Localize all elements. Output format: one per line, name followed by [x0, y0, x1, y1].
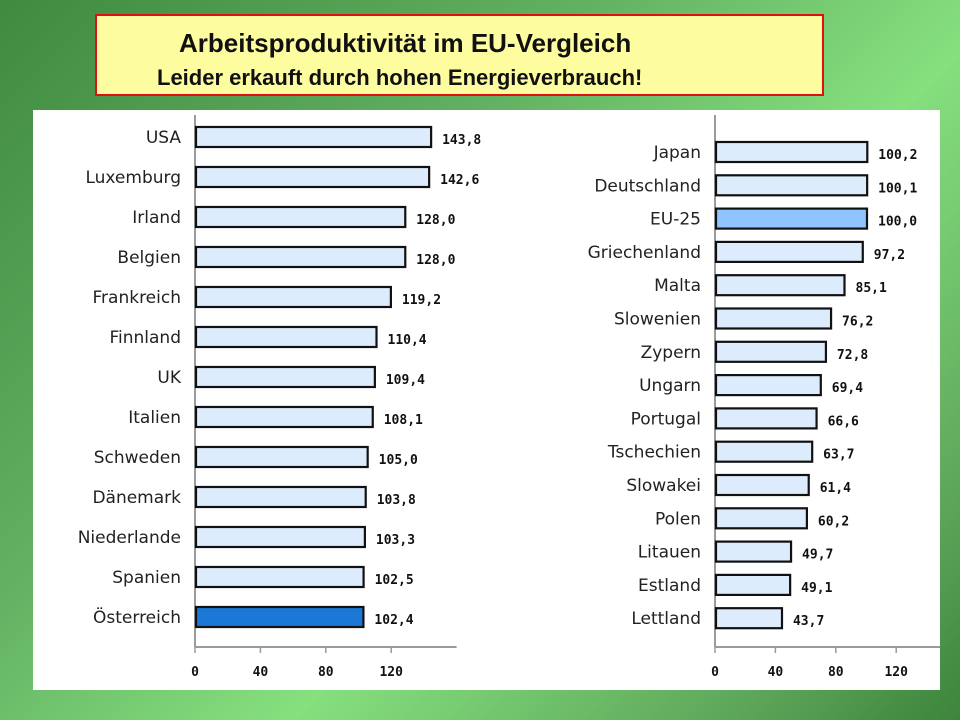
x-tick-label: 40 — [253, 665, 269, 680]
bar — [194, 365, 376, 389]
bar — [714, 307, 833, 330]
bar — [714, 573, 792, 596]
value-label: 108,1 — [384, 413, 423, 428]
category-label: Belgien — [117, 248, 181, 268]
bar — [194, 325, 378, 349]
bar — [714, 140, 869, 164]
bar — [194, 245, 407, 269]
x-tick-label: 80 — [828, 665, 844, 680]
chart-panel: 0 40 80 120 USA 143,8 Luxemburg 142,6 Irland 128,… — [33, 110, 940, 690]
category-label: Malta — [654, 276, 701, 296]
category-label: Portugal — [631, 409, 701, 429]
bar-charts: 0 40 80 120 USA 143,8 Luxemburg 142,6 Irland 128,… — [78, 115, 940, 680]
value-label: 109,4 — [386, 373, 425, 388]
value-label: 142,6 — [440, 173, 479, 188]
category-label: Finnland — [109, 328, 181, 348]
category-label: Estland — [638, 576, 701, 596]
category-label: Japan — [653, 143, 701, 163]
category-label: Dänemark — [92, 488, 181, 508]
bar — [714, 174, 869, 197]
bar — [194, 405, 374, 429]
bar — [194, 565, 365, 589]
category-label: Lettland — [631, 609, 701, 629]
bar — [714, 607, 784, 630]
bar — [194, 525, 366, 549]
value-label: 66,6 — [828, 414, 859, 429]
bar — [714, 507, 809, 530]
bar — [714, 440, 814, 463]
value-label: 100,2 — [878, 148, 917, 163]
value-label: 100,0 — [878, 215, 917, 230]
value-label: 43,7 — [793, 614, 824, 629]
value-label: 128,0 — [416, 213, 455, 228]
value-label: 61,4 — [820, 481, 851, 496]
category-label: Ungarn — [639, 376, 701, 396]
bar — [194, 205, 407, 229]
bar — [194, 485, 367, 509]
bar — [714, 473, 810, 497]
category-label: Irland — [132, 208, 181, 228]
value-label: 105,0 — [379, 453, 418, 468]
bar — [714, 274, 846, 297]
x-tick-label: 120 — [379, 665, 403, 680]
x-tick-label: 0 — [191, 665, 199, 680]
category-label: Frankreich — [93, 288, 182, 308]
value-label: 128,0 — [416, 253, 455, 268]
bar — [194, 605, 365, 629]
bar — [714, 340, 828, 363]
category-label: Luxemburg — [85, 168, 181, 188]
x-tick-label: 120 — [884, 665, 908, 680]
category-label: UK — [157, 368, 181, 388]
chart-subtitle: Leider erkauft durch hohen Energieverbra… — [157, 65, 643, 90]
category-label: Slowenien — [614, 310, 701, 330]
title-box: Arbeitsproduktivität im EU-Vergleich Lei… — [95, 14, 824, 96]
category-label: EU-25 — [650, 210, 701, 230]
value-label: 97,2 — [874, 248, 905, 263]
value-label: 85,1 — [856, 281, 887, 296]
bar — [194, 285, 392, 309]
category-label: Schweden — [94, 448, 181, 468]
value-label: 49,1 — [801, 581, 832, 596]
category-label: Litauen — [638, 543, 701, 563]
bar — [714, 374, 822, 397]
category-label: Polen — [655, 509, 701, 529]
category-label: Niederlande — [78, 528, 181, 548]
value-label: 143,8 — [442, 133, 481, 148]
value-label: 69,4 — [832, 381, 863, 396]
category-label: Zypern — [641, 343, 701, 363]
value-label: 102,4 — [374, 613, 413, 628]
category-label: Slowakei — [626, 476, 701, 496]
bar — [714, 240, 864, 263]
value-label: 72,8 — [837, 348, 868, 363]
value-label: 63,7 — [823, 448, 854, 463]
value-label: 103,8 — [377, 493, 416, 508]
value-label: 103,3 — [376, 533, 415, 548]
category-label: USA — [146, 128, 182, 148]
value-label: 100,1 — [878, 181, 917, 196]
value-label: 119,2 — [402, 293, 441, 308]
category-label: Tschechien — [607, 443, 701, 463]
value-label: 60,2 — [818, 514, 849, 529]
value-label: 102,5 — [375, 573, 414, 588]
value-label: 49,7 — [802, 548, 833, 563]
x-tick-label: 40 — [768, 665, 784, 680]
x-tick-label: 0 — [711, 665, 719, 680]
category-label: Italien — [128, 408, 181, 428]
category-label: Spanien — [112, 568, 181, 588]
bar — [194, 165, 431, 189]
category-label: Deutschland — [594, 176, 701, 196]
bar — [714, 407, 818, 430]
bar — [714, 540, 793, 563]
category-label: Griechenland — [588, 243, 701, 263]
bar — [194, 125, 433, 149]
bar — [194, 445, 369, 469]
category-label: Österreich — [93, 606, 181, 628]
x-tick-label: 80 — [318, 665, 334, 680]
bar — [714, 207, 869, 230]
value-label: 76,2 — [842, 315, 873, 330]
value-label: 110,4 — [388, 333, 427, 348]
chart-title: Arbeitsproduktivität im EU-Vergleich — [179, 28, 632, 58]
